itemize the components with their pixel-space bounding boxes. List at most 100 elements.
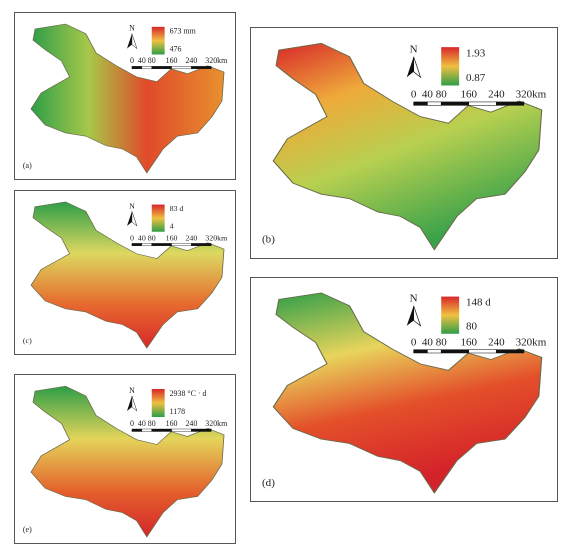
- scale-segment: [171, 243, 192, 247]
- north-arrow: [126, 33, 132, 49]
- north-arrow: [131, 395, 138, 412]
- legend-ramp: [441, 296, 460, 334]
- north-arrow: [406, 305, 414, 326]
- north-arrow: [413, 56, 422, 79]
- panel-label: (d): [262, 477, 275, 489]
- region-shape: [29, 200, 226, 350]
- scale-segment: [171, 66, 192, 70]
- north-label: N: [410, 293, 418, 305]
- scale-tick-label: 160: [166, 419, 178, 428]
- scale-tick-label: 0: [411, 89, 417, 101]
- scale-segment: [141, 428, 152, 432]
- legend-ramp: [151, 389, 165, 417]
- panel-label: (b): [262, 234, 275, 246]
- north-arrow: [131, 33, 138, 50]
- scale-tick-label: 240: [185, 419, 197, 428]
- scale-segment: [413, 101, 428, 106]
- scale-unit: km: [217, 419, 228, 428]
- scale-unit: km: [217, 56, 228, 65]
- legend-min: 476: [170, 44, 182, 53]
- map-panel: (d) N 148 d 80 0 40 80 160 240 320 km: [250, 277, 558, 502]
- scale-tick-label: 320: [205, 419, 217, 428]
- scale-tick-label: 160: [461, 337, 478, 349]
- scale-tick-label: 240: [488, 89, 505, 101]
- north-label: N: [129, 24, 135, 33]
- scale-unit: km: [217, 233, 227, 242]
- map: (e) N 2938 °C · d 1178 0 40 80 160 240 320 km: [23, 385, 228, 538]
- scale-tick-label: 240: [185, 56, 197, 65]
- panel-label: (c): [23, 336, 32, 345]
- map-panel: (e) N 2938 °C · d 1178 0 40 80 160 240 320 km: [14, 374, 236, 544]
- scale-tick-label: 40: [138, 419, 146, 428]
- legend-max: 83 d: [170, 204, 184, 213]
- scale-segment: [141, 66, 152, 70]
- region-shape: [29, 385, 226, 538]
- scale-tick-label: 0: [130, 233, 134, 242]
- north-arrow: [126, 396, 132, 411]
- legend-min: 80: [466, 321, 477, 333]
- scale-segment: [131, 66, 143, 70]
- north-arrow: [406, 56, 414, 78]
- scale-segment: [427, 349, 442, 354]
- scale-tick-label: 240: [185, 233, 197, 242]
- scale-segment: [468, 101, 497, 106]
- north-label: N: [129, 201, 135, 210]
- map-panel: (c) N 83 d 4 0 40 80 160 240 320 km: [14, 190, 236, 355]
- scale-segment: [440, 101, 470, 106]
- scale-unit: km: [532, 89, 547, 101]
- scale-tick-label: 240: [488, 337, 505, 349]
- region-shape: [271, 41, 544, 252]
- north-label: N: [129, 386, 135, 395]
- legend-ramp: [151, 26, 165, 55]
- scale-tick-label: 160: [461, 89, 478, 101]
- scale-segment: [151, 243, 172, 247]
- scale-tick-label: 320: [205, 233, 217, 242]
- scale-segment: [496, 101, 525, 106]
- legend-min: 1178: [170, 407, 186, 416]
- legend-max: 1.93: [466, 48, 486, 60]
- map-panel: (b) N 1.93 0.87 0 40 80 160 240 320 km: [250, 27, 558, 259]
- scale-tick-label: 80: [148, 56, 156, 65]
- scale-tick-label: 320: [516, 89, 533, 101]
- panel-label: (e): [23, 525, 32, 534]
- scale-segment: [151, 428, 172, 432]
- scale-tick-label: 320: [205, 56, 217, 65]
- scale-segment: [171, 428, 192, 432]
- scale-tick-label: 0: [130, 56, 134, 65]
- scale-tick-label: 80: [436, 89, 448, 101]
- legend-ramp: [151, 204, 165, 232]
- legend-min: 0.87: [466, 72, 486, 84]
- scale-tick-label: 40: [422, 337, 433, 349]
- panel-label: (a): [23, 161, 32, 170]
- region-shape: [271, 291, 544, 495]
- map: (c)N 83 d40 40 80 160 240 320 km: [23, 200, 227, 350]
- north-arrow: [131, 211, 138, 227]
- legend-min: 4: [170, 222, 174, 231]
- scale-segment: [413, 349, 428, 354]
- scale-segment: [131, 428, 143, 432]
- scale-segment: [151, 66, 172, 70]
- scale-tick-label: 80: [148, 419, 156, 428]
- scale-segment: [427, 101, 442, 106]
- scale-tick-label: 0: [130, 419, 134, 428]
- region-shape: [29, 23, 226, 174]
- scale-segment: [440, 349, 470, 354]
- scale-segment: [191, 428, 212, 432]
- scale-segment: [191, 243, 212, 247]
- scale-segment: [191, 66, 212, 70]
- scale-tick-label: 320: [516, 337, 533, 349]
- scale-tick-label: 40: [422, 89, 434, 101]
- legend-max: 148 d: [466, 297, 491, 309]
- scale-segment: [468, 349, 497, 354]
- legend-max: 2938 °C · d: [170, 389, 207, 398]
- map: (a) N 673 mm 476 0 40 80 160 240 320 km: [23, 23, 228, 174]
- scale-tick-label: 40: [138, 233, 146, 242]
- north-arrow: [126, 211, 132, 226]
- legend-max: 673 mm: [170, 27, 197, 36]
- scale-tick-label: 160: [166, 56, 178, 65]
- scale-tick-label: 80: [148, 233, 156, 242]
- scale-segment: [496, 349, 525, 354]
- north-arrow: [413, 305, 422, 327]
